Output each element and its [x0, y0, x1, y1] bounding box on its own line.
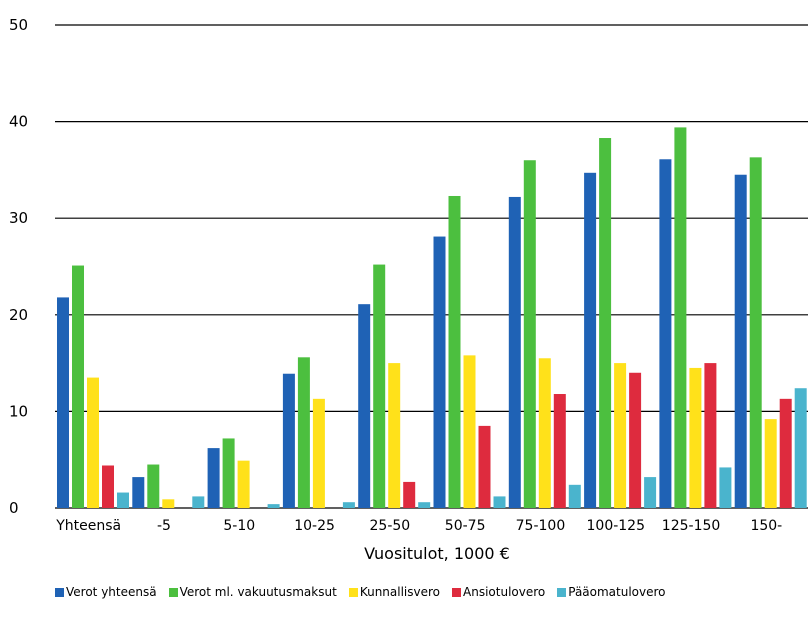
- bar: [57, 297, 69, 508]
- bar: [448, 195, 461, 508]
- bar: [282, 373, 295, 508]
- bar: [237, 460, 250, 508]
- legend-item: Verot yhteensä: [55, 585, 157, 599]
- bar: [222, 438, 235, 508]
- bar: [599, 138, 612, 508]
- legend-label: Verot ml. vakuutusmaksut: [179, 585, 337, 599]
- y-tick-label: 10: [9, 402, 28, 420]
- y-tick-label: 40: [9, 113, 28, 131]
- x-tick-label: Yhteensä: [55, 518, 121, 534]
- bar: [614, 363, 627, 508]
- bar: [644, 477, 657, 508]
- bar: [704, 363, 717, 508]
- bar: [87, 377, 99, 508]
- bar: [403, 481, 416, 508]
- bar: [102, 465, 114, 508]
- legend-swatch: [557, 587, 567, 597]
- bar: [117, 492, 129, 508]
- bar: [72, 265, 84, 508]
- x-tick-label: 100-125: [587, 518, 646, 534]
- legend-item: Kunnallisvero: [348, 585, 441, 599]
- bar: [192, 496, 205, 508]
- bar: [508, 196, 521, 508]
- legend-swatch: [55, 587, 64, 597]
- bar: [629, 372, 642, 508]
- bar: [147, 464, 160, 508]
- x-tick-label: 75-100: [516, 518, 566, 534]
- bar: [388, 363, 401, 508]
- x-tick-label: 10-25: [294, 518, 335, 534]
- legend-item: Ansiotulovero: [452, 585, 545, 599]
- y-tick-label: 50: [9, 16, 28, 34]
- x-tick-label: -5: [157, 518, 171, 534]
- y-tick-label: 0: [9, 499, 19, 517]
- x-tick-label: 5-10: [223, 518, 255, 534]
- bar: [568, 484, 581, 508]
- bar: [659, 159, 672, 509]
- bar: [794, 388, 807, 508]
- legend-swatch: [168, 587, 178, 597]
- chart-legend: Verot yhteensä Verot ml. vakuutusmaksut Ku…: [55, 582, 805, 602]
- bar: [267, 504, 280, 508]
- bar: [584, 172, 597, 508]
- y-tick-label: 30: [9, 209, 28, 227]
- bar: [418, 502, 431, 508]
- legend-item: Pääomatulovero: [557, 585, 666, 599]
- legend-label: Ansiotulovero: [463, 585, 546, 599]
- bar: [358, 304, 371, 508]
- bar: [478, 425, 491, 508]
- legend-swatch: [348, 587, 358, 597]
- bar: [523, 160, 536, 509]
- legend-label: Pääomatulovero: [568, 585, 666, 599]
- x-tick-label: 125-150: [662, 518, 721, 534]
- legend-swatch: [452, 587, 462, 597]
- bar: [764, 419, 777, 508]
- bar: [373, 264, 386, 508]
- bar: [689, 367, 702, 508]
- bar: [312, 398, 325, 508]
- bar: [162, 499, 175, 508]
- legend-label: Kunnallisvero: [359, 585, 441, 599]
- bar: [342, 502, 355, 508]
- bar: [132, 477, 145, 508]
- x-axis-label: Vuositulot, 1000 €: [364, 544, 510, 563]
- legend-label: Verot yhteensä: [66, 585, 157, 599]
- bar: [719, 467, 732, 508]
- bar: [297, 357, 310, 508]
- bar: [538, 358, 551, 508]
- bar: [493, 496, 506, 508]
- x-tick-label: 25-50: [370, 518, 411, 534]
- bar: [674, 127, 687, 509]
- bar: [553, 394, 566, 508]
- bar: [463, 355, 476, 508]
- x-tick-label: 150-: [750, 518, 782, 534]
- legend-item: Verot ml. vakuutusmaksut: [168, 585, 337, 599]
- bar: [734, 174, 747, 509]
- x-tick-label: 50-75: [445, 518, 486, 534]
- bar: [207, 448, 220, 508]
- bar: [779, 398, 792, 508]
- bar: [749, 157, 762, 509]
- y-tick-label: 20: [9, 306, 28, 324]
- bar: [433, 236, 446, 508]
